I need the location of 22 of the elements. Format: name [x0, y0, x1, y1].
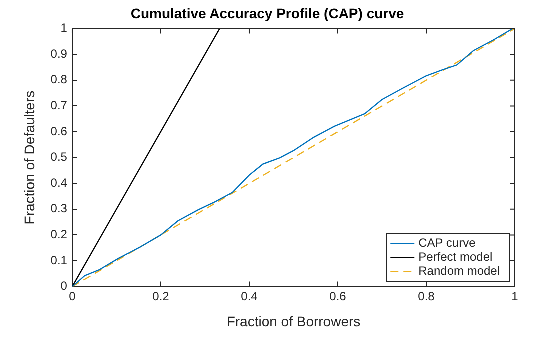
x-tick-label: 0.4: [241, 289, 258, 304]
y-tick-label: 0.1: [50, 253, 68, 268]
x-tick-label: 0.6: [330, 289, 347, 304]
y-tick-label: 0: [60, 279, 68, 294]
y-tick-label: 0.3: [50, 202, 68, 216]
y-tick-label: 0.8: [50, 72, 68, 87]
legend-label: CAP curve: [418, 236, 476, 250]
legend-label: Random model: [418, 264, 500, 278]
x-axis-title: Fraction of Borrowers: [226, 313, 361, 330]
x-tick-label: 0.2: [152, 289, 170, 304]
y-tick-label: 0.5: [50, 150, 68, 164]
y-tick-label: 0.9: [50, 46, 68, 61]
legend-label: Perfect model: [418, 250, 493, 264]
y-tick-label: 1: [60, 21, 68, 36]
y-axis-title: Fraction of Defaulters: [21, 90, 38, 225]
y-tick-label: 0.6: [50, 124, 68, 138]
x-tick-label: 0.8: [418, 289, 436, 304]
x-tick-label: 1: [512, 289, 519, 304]
chart-title: Cumulative Accuracy Profile (CAP) curve: [130, 5, 404, 22]
y-tick-label: 0.2: [50, 228, 68, 242]
y-tick-label: 0.4: [50, 176, 68, 190]
y-tick-label: 0.7: [50, 98, 68, 113]
